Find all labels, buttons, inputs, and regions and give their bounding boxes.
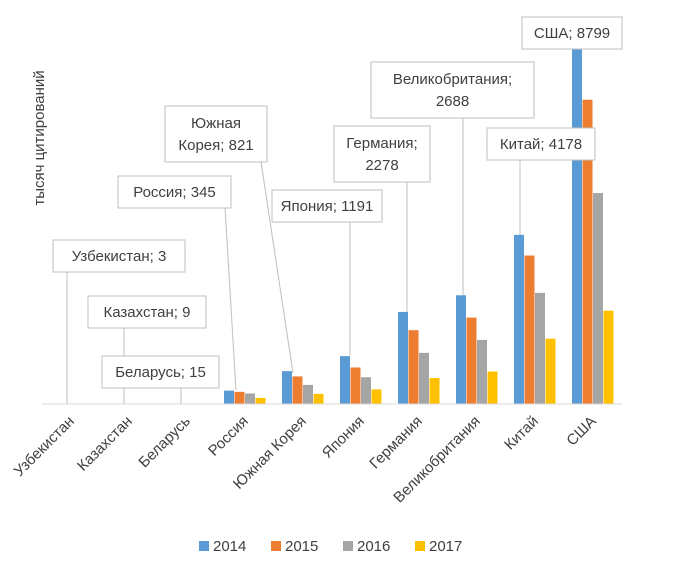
x-tick-label: Япония: [319, 413, 368, 462]
data-label-text: Казахстан; 9: [104, 304, 191, 321]
bar-2017-5: [371, 389, 382, 404]
bar-2015-7: [466, 317, 477, 404]
legend-label: 2014: [213, 538, 246, 555]
data-label-box: [164, 105, 268, 163]
legend-swatch-2017: [415, 541, 425, 551]
legend-swatch-2016: [343, 541, 353, 551]
x-tick-label: Казахстан: [74, 413, 136, 475]
x-tick-label: Узбекистан: [11, 413, 78, 480]
bar-2017-4: [313, 393, 324, 404]
y-axis-label: тысяч цитирований: [31, 70, 48, 205]
data-label-text: Япония; 1191: [281, 198, 374, 215]
data-label-text: Китай; 4178: [500, 136, 582, 153]
leader-line: [224, 207, 237, 391]
bar-2017-8: [545, 338, 556, 404]
data-label-text: 2688: [436, 93, 469, 110]
bar-2016-7: [477, 339, 487, 404]
legend-label: 2017: [429, 538, 462, 555]
bar-2016-3: [245, 393, 255, 404]
bar-2017-3: [255, 397, 266, 404]
bar-2014-6: [398, 311, 408, 404]
legend-label: 2015: [285, 538, 318, 555]
x-tick-label: Беларусь: [135, 413, 194, 472]
bar-2015-8: [524, 255, 535, 404]
bar-2015-6: [408, 330, 419, 404]
bar-2015-5: [350, 367, 361, 404]
bar-2014-4: [282, 371, 292, 404]
data-label-text: Узбекистан; 3: [72, 248, 167, 265]
data-label-text: Великобритания;: [393, 71, 512, 88]
data-label-text: Южная: [191, 115, 241, 132]
bar-2016-9: [593, 193, 603, 404]
leader-line: [260, 161, 294, 374]
data-label-box: [101, 355, 220, 389]
data-label-box: [521, 16, 623, 50]
data-label-text: Россия; 345: [133, 184, 216, 201]
data-label-box: [117, 175, 232, 209]
bar-2014-9: [572, 47, 582, 404]
bar-2014-5: [340, 356, 350, 404]
data-label-box: [87, 295, 207, 329]
bar-2016-6: [419, 352, 429, 404]
bar-2016-8: [535, 292, 545, 404]
bar-2016-5: [361, 377, 371, 404]
data-label-box: [370, 61, 535, 119]
data-label-box: [52, 239, 186, 273]
data-label-text: Германия;: [346, 135, 417, 152]
x-tick-label: Россия: [205, 413, 252, 460]
bar-2014-7: [456, 295, 466, 404]
bar-2015-4: [292, 376, 303, 404]
legend: 2014 2015 2016 2017: [199, 538, 462, 555]
x-tick-label: Германия: [366, 413, 426, 473]
bar-2017-7: [487, 371, 498, 404]
data-label-text: Беларусь; 15: [115, 364, 206, 381]
bar-2017-9: [603, 310, 614, 404]
bar-2015-9: [582, 99, 593, 405]
legend-label: 2016: [357, 538, 390, 555]
leader-lines: [66, 49, 575, 404]
data-label-box: [271, 189, 383, 223]
data-label-text: Корея; 821: [178, 137, 253, 154]
legend-swatch-2014: [199, 541, 209, 551]
data-label-box: [333, 125, 431, 183]
legend-swatch-2015: [271, 541, 281, 551]
data-label-box: [486, 127, 596, 161]
x-tick-label: США: [563, 413, 599, 449]
data-label-text: США; 8799: [534, 25, 610, 42]
bar-2017-6: [429, 378, 440, 404]
bars: [50, 47, 614, 405]
bar-2015-3: [234, 391, 245, 404]
data-labels: Узбекистан; 3 Казахстан; 9 Беларусь; 15 Рос…: [52, 16, 623, 389]
bar-2016-4: [303, 384, 313, 404]
bar-2014-3: [224, 390, 234, 404]
x-tick-label: Китай: [501, 413, 542, 454]
data-label-text: 2278: [365, 157, 398, 174]
bar-2014-8: [514, 234, 524, 404]
